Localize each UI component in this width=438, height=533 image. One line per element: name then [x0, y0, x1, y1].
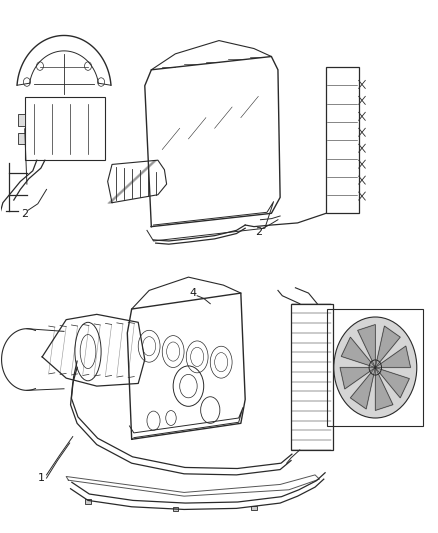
Text: 2: 2 [255, 227, 262, 237]
Text: 2: 2 [21, 209, 28, 220]
Bar [251, 506, 257, 510]
Text: 1: 1 [38, 473, 45, 483]
Polygon shape [375, 368, 410, 398]
Text: 4: 4 [189, 288, 196, 298]
Bar [173, 507, 178, 511]
Ellipse shape [369, 360, 381, 375]
Ellipse shape [334, 317, 417, 418]
Bar [25, 98, 106, 160]
Polygon shape [358, 325, 375, 368]
Polygon shape [375, 368, 393, 410]
Polygon shape [375, 326, 400, 368]
Bar [18, 114, 25, 126]
Bar [291, 304, 332, 450]
Polygon shape [340, 368, 375, 389]
Polygon shape [350, 368, 375, 409]
Polygon shape [375, 346, 410, 368]
Bar [85, 499, 91, 504]
Bar [18, 133, 25, 144]
Bar [327, 309, 424, 426]
Polygon shape [341, 337, 375, 368]
Bar [326, 67, 359, 213]
